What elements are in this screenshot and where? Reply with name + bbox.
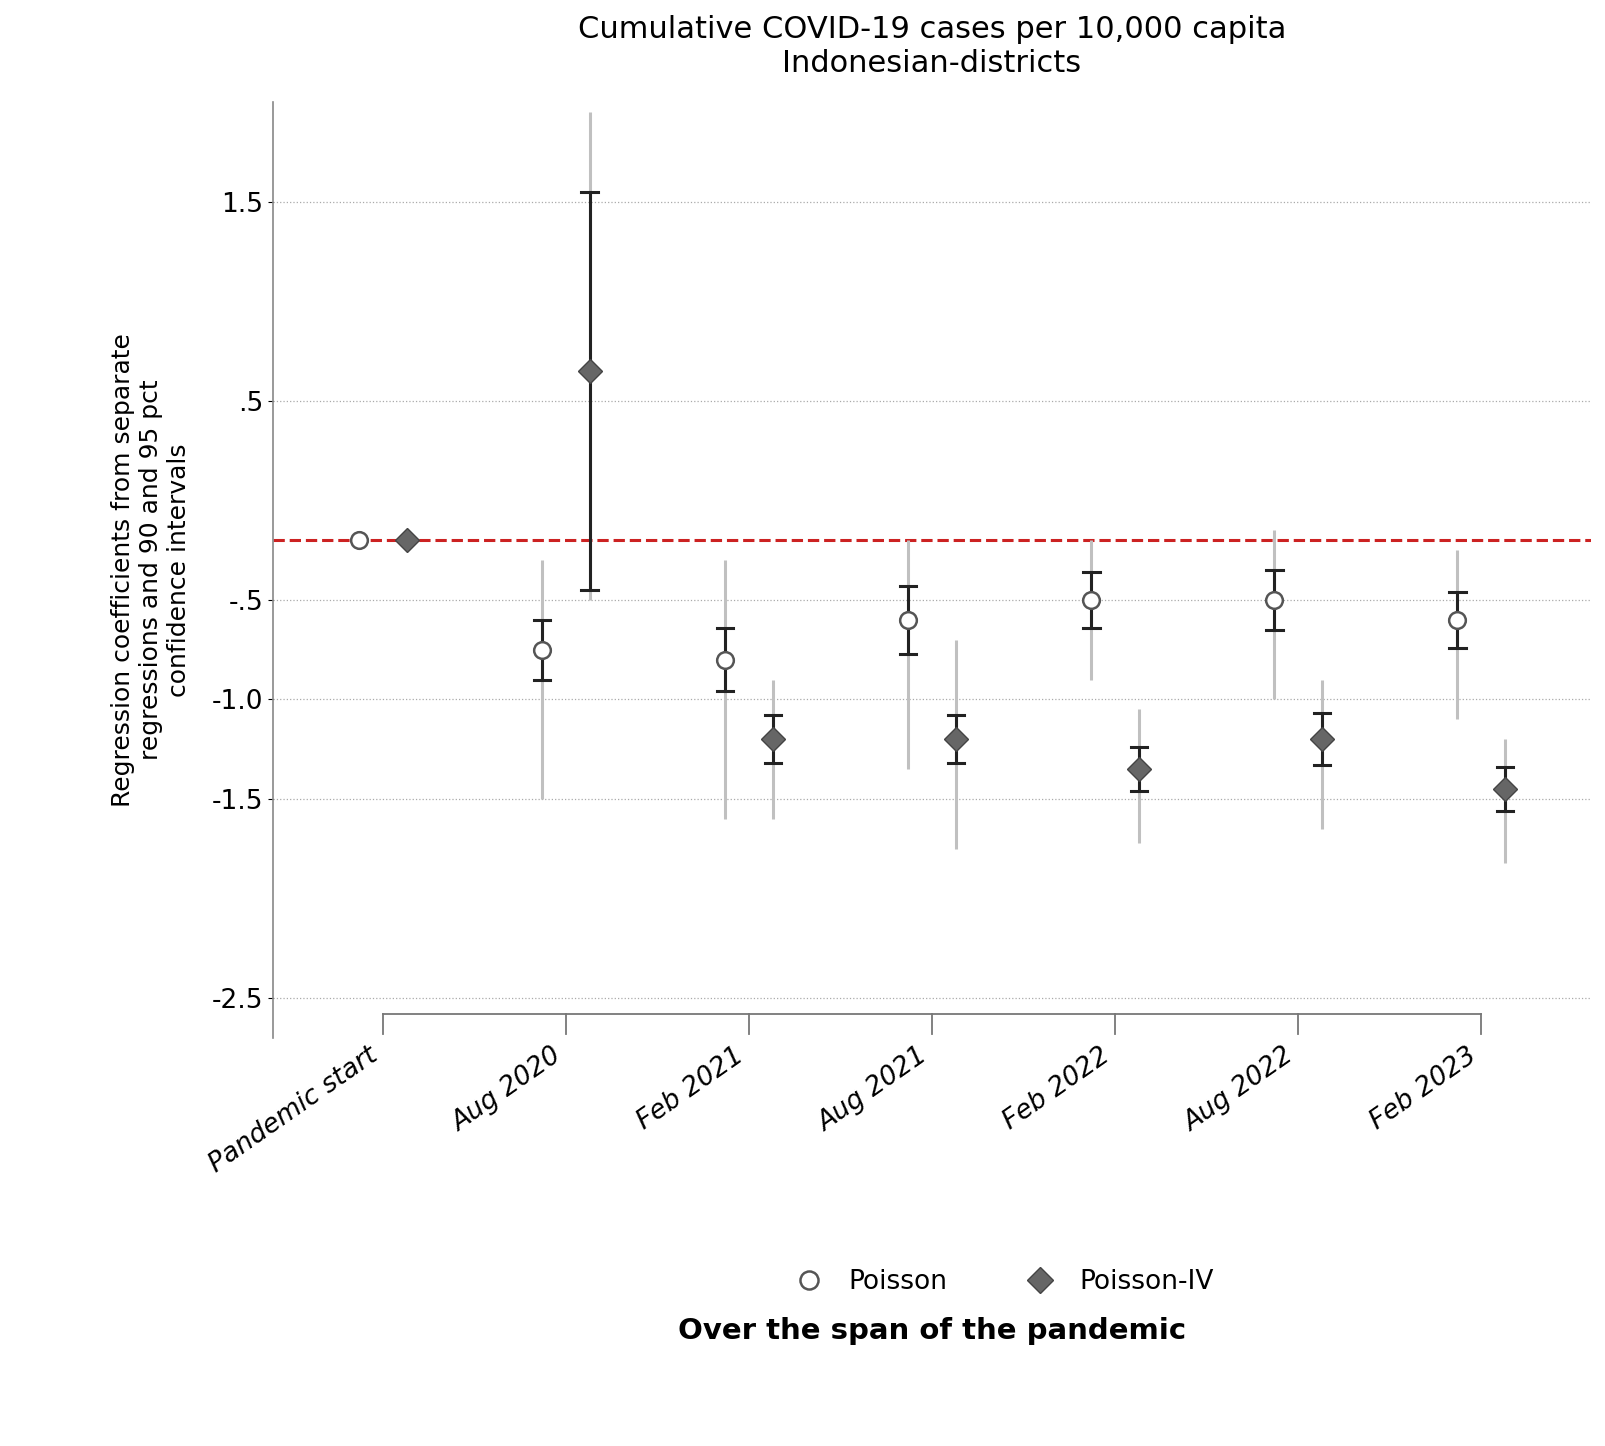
X-axis label: Over the span of the pandemic: Over the span of the pandemic — [677, 1317, 1186, 1345]
Legend: Poisson, Poisson-IV: Poisson, Poisson-IV — [772, 1258, 1223, 1306]
Title: Cumulative COVID-19 cases per 10,000 capita
Indonesian-districts: Cumulative COVID-19 cases per 10,000 cap… — [578, 14, 1286, 78]
Y-axis label: Regression coefficients from separate
regressions and 90 and 95 pct
confidence i: Regression coefficients from separate re… — [111, 333, 191, 807]
